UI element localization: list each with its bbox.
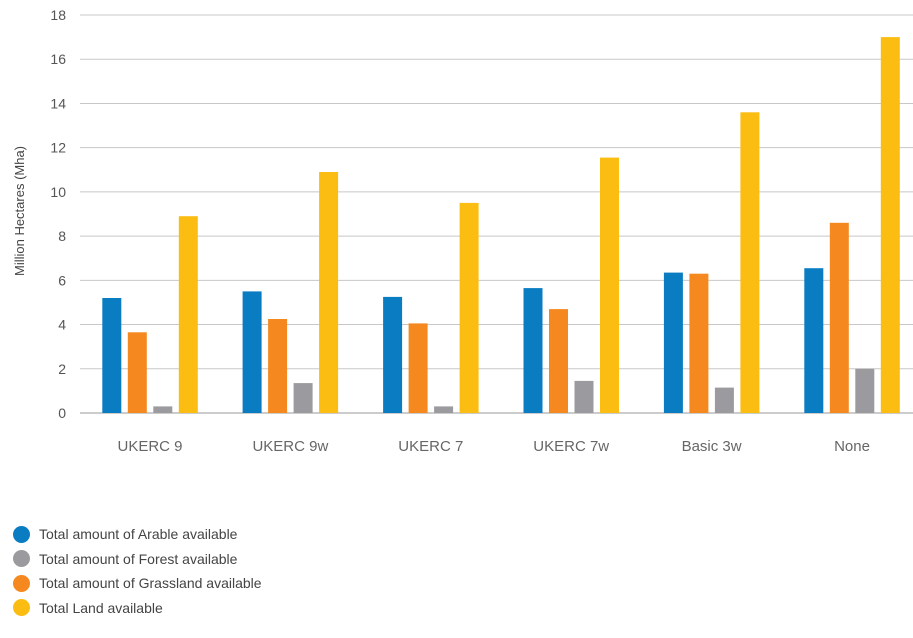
x-category-labels: UKERC 9 UKERC 9w UKERC 7 UKERC 7w Basic 3w No… (117, 438, 869, 455)
y-tick-label: 2 (58, 361, 66, 377)
legend-label: Total amount of Arable available (39, 526, 238, 543)
bar (549, 309, 568, 413)
bar (178, 216, 198, 413)
bar (293, 383, 313, 413)
x-tick-label: UKERC 9 (117, 438, 182, 455)
bar (740, 112, 760, 414)
y-tick-label: 18 (50, 7, 66, 23)
y-tick-label: 4 (58, 317, 66, 333)
legend-item: Total amount of Grassland available (13, 571, 262, 596)
x-tick-label: UKERC 7w (533, 438, 609, 455)
x-tick-label: UKERC 7 (398, 438, 463, 455)
legend-label: Total amount of Forest available (39, 550, 238, 567)
bar (804, 268, 824, 413)
legend-swatch (13, 574, 30, 592)
legend-item: Total Land available (13, 596, 262, 621)
bar (319, 172, 339, 413)
x-tick-label: Basic 3w (682, 438, 742, 455)
legend-swatch (13, 550, 30, 568)
x-tick-label: None (834, 438, 870, 455)
legend-label: Total Land available (39, 599, 163, 616)
bar (663, 272, 683, 413)
y-tick-label: 10 (50, 184, 66, 200)
legend-swatch (13, 599, 30, 617)
legend-item: Total amount of Forest available (13, 547, 262, 572)
y-tick-label: 12 (50, 140, 66, 156)
bar (829, 222, 849, 413)
bar (153, 406, 173, 413)
x-tick-label: UKERC 9w (252, 438, 328, 455)
bar (600, 157, 619, 413)
bars (102, 37, 900, 414)
y-axis-title: Million Hectares (Mha) (12, 146, 27, 276)
y-tick-label: 16 (50, 51, 66, 67)
bar (127, 332, 147, 413)
bar (102, 298, 122, 413)
bar (459, 202, 479, 413)
legend-swatch (13, 525, 30, 543)
bar (714, 387, 734, 413)
y-tick-labels: 0 2 4 6 8 10 12 14 16 18 (50, 7, 66, 421)
bar (383, 296, 403, 413)
legend-label: Total amount of Grassland available (39, 575, 262, 592)
gridlines (80, 14, 913, 414)
bar (689, 273, 709, 413)
legend-item: Total amount of Arable available (13, 522, 262, 547)
bar (880, 37, 900, 413)
y-tick-label: 14 (50, 95, 66, 111)
bar (523, 288, 543, 413)
y-tick-label: 0 (58, 405, 66, 421)
legend: Total amount of Arable available Total am… (13, 522, 262, 620)
y-tick-label: 6 (58, 272, 66, 288)
bar (855, 368, 875, 413)
bar (408, 323, 428, 413)
bar (574, 380, 594, 413)
bar (434, 406, 454, 413)
y-tick-label: 8 (58, 228, 66, 244)
bar (242, 291, 262, 413)
bar (268, 319, 288, 413)
